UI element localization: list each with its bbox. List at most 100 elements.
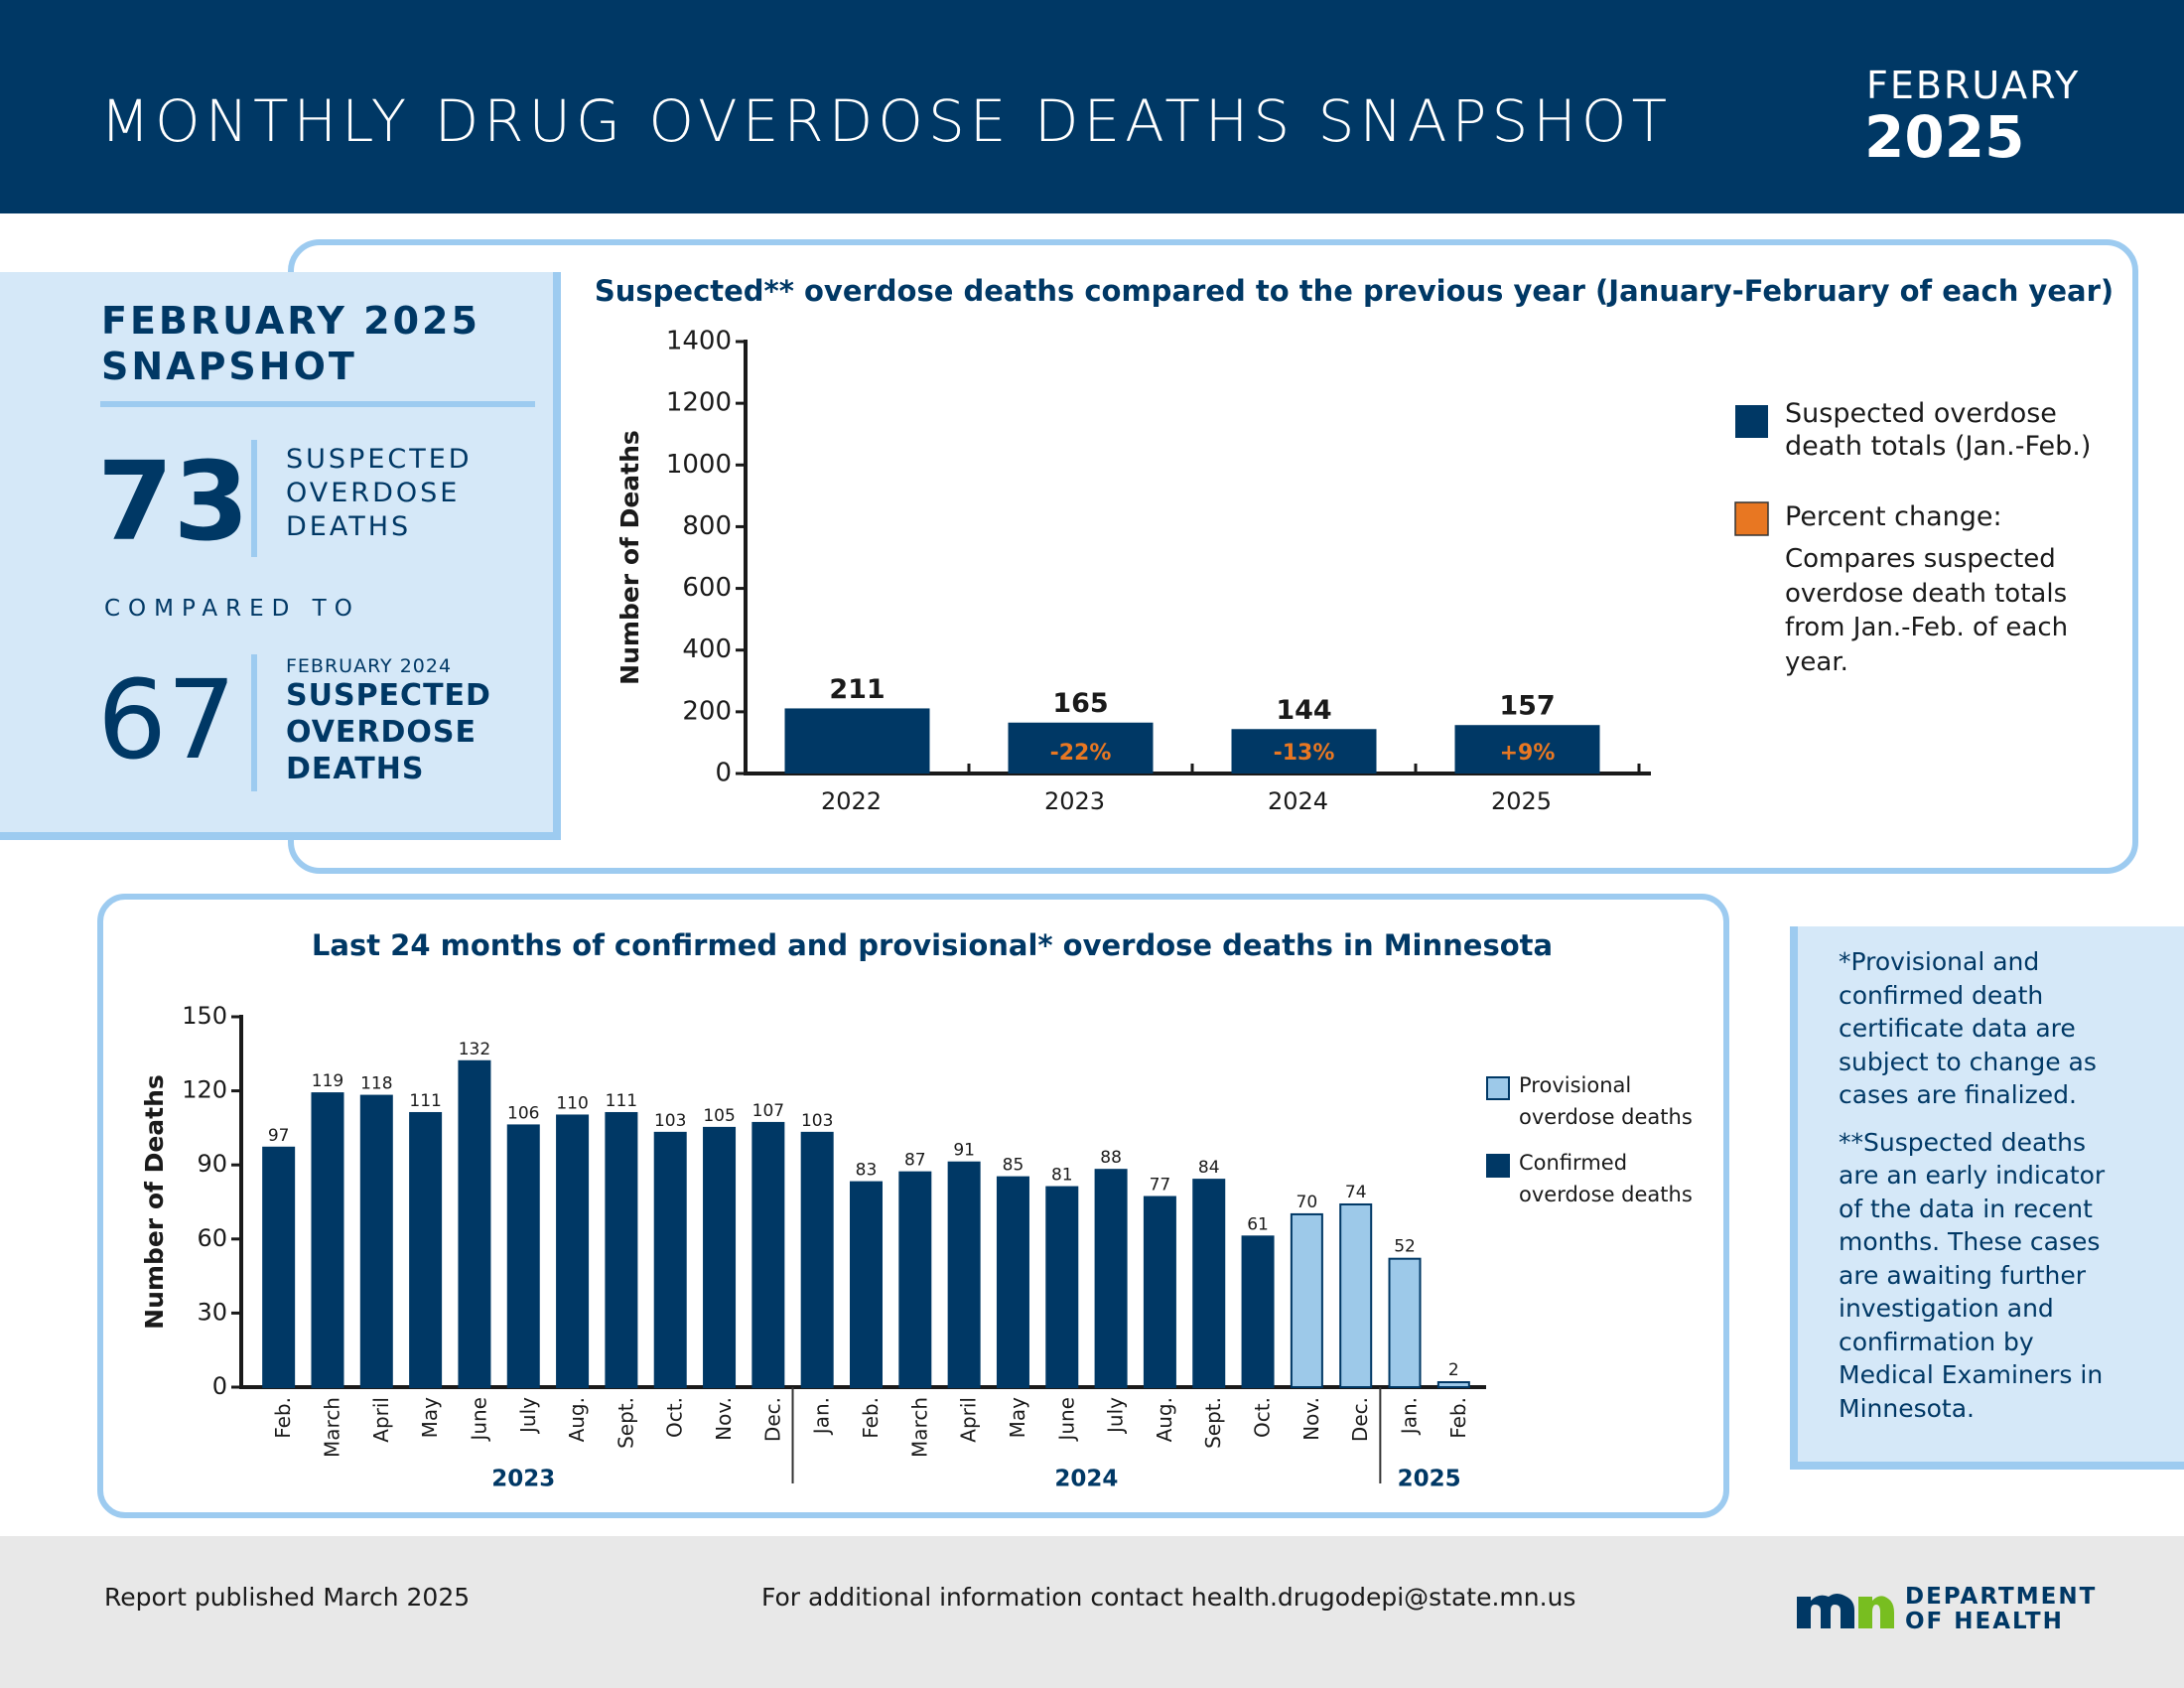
current-value: 73: [97, 438, 250, 565]
value-label: 52: [1394, 1237, 1416, 1257]
y-tick-label: 120: [182, 1076, 227, 1104]
x-tick-label: April: [957, 1397, 981, 1443]
y-tick-label: 1000: [666, 450, 732, 480]
percent-label: -22%: [1050, 741, 1112, 766]
y-tick-label: 1400: [666, 327, 732, 356]
y-tick-label: 150: [182, 1002, 227, 1030]
percent-label: -13%: [1274, 741, 1335, 766]
value-label: 111: [409, 1091, 441, 1111]
x-tick-label: Feb.: [859, 1397, 883, 1439]
value-label: 105: [703, 1106, 735, 1126]
value-label: 144: [1276, 695, 1331, 726]
bar: [898, 1171, 932, 1389]
x-tick-label: Nov.: [1299, 1397, 1323, 1441]
x-tick-label: Jan.: [1398, 1397, 1422, 1436]
chart-title: Suspected** overdose deaths compared to …: [595, 274, 2114, 308]
bar: [1290, 1212, 1323, 1389]
bar: [605, 1111, 638, 1388]
logo-line: OF HEALTH: [1905, 1609, 2064, 1634]
bar: [1241, 1235, 1275, 1389]
legend-label: Suspected overdose death totals (Jan.-Fe…: [1785, 398, 2092, 462]
snapshot-title-line: SNAPSHOT: [101, 345, 357, 388]
bar: [1339, 1202, 1373, 1389]
y-tick-label: 400: [682, 634, 732, 664]
bar: [1231, 729, 1377, 774]
x-tick-label: 2022: [821, 787, 882, 815]
value-label: 2: [1448, 1360, 1459, 1380]
header-year: 2025: [1864, 103, 2025, 171]
legend-swatch: [1735, 405, 1768, 438]
bar: [947, 1161, 981, 1389]
value-label: 91: [953, 1141, 975, 1161]
x-tick-label: March: [907, 1397, 931, 1458]
y-tick-label: 60: [197, 1224, 227, 1252]
value-label: 132: [459, 1040, 490, 1059]
bar: [506, 1124, 540, 1388]
legend-swatch: [1486, 1154, 1510, 1178]
x-tick-label: May: [418, 1397, 442, 1439]
logo-text: DEPARTMENT OF HEALTH: [1905, 1585, 2097, 1634]
notes-box: [1790, 926, 2184, 1470]
value-label: 88: [1100, 1148, 1122, 1168]
value-label: 110: [556, 1093, 588, 1113]
label-line: SUSPECTED: [286, 678, 491, 713]
y-tick-label: 600: [682, 573, 732, 603]
value-label: 103: [801, 1111, 833, 1131]
value-label: 211: [829, 674, 885, 705]
bar: [653, 1131, 687, 1388]
published: Report published March 2025: [104, 1583, 471, 1612]
value-label: 107: [752, 1101, 784, 1121]
x-tick-label: June: [467, 1397, 490, 1443]
legend-swatch: [1486, 1076, 1510, 1100]
value-label: 83: [856, 1161, 878, 1181]
divider: [251, 654, 257, 791]
bottom-panel: [97, 894, 1729, 1518]
value-label: 111: [606, 1091, 637, 1111]
logo-mark: [1797, 1594, 1894, 1628]
bar: [1045, 1186, 1079, 1388]
value-label: 81: [1051, 1166, 1073, 1186]
legend-description: Compares suspected overdose death totals…: [1785, 544, 2069, 677]
bar: [311, 1092, 344, 1388]
logo-n: [1858, 1596, 1894, 1628]
bar: [1143, 1196, 1176, 1388]
value-label: 97: [268, 1126, 290, 1146]
x-tick-label: April: [369, 1397, 393, 1443]
label-line: SUSPECTED: [286, 444, 473, 475]
note: *Provisional and confirmed death certifi…: [1839, 947, 2097, 1109]
bar: [262, 1146, 296, 1388]
x-tick-label: May: [1006, 1397, 1029, 1439]
x-tick-label: Sept.: [614, 1397, 637, 1449]
contact: For additional information contact healt…: [761, 1583, 1576, 1612]
y-tick-label: 1200: [666, 388, 732, 418]
x-tick-label: Nov.: [712, 1397, 736, 1441]
legend-label: Confirmed overdose deaths: [1519, 1151, 1693, 1206]
x-tick-label: Oct.: [1251, 1397, 1275, 1438]
bar: [1094, 1169, 1128, 1388]
y-tick-label: 30: [197, 1298, 227, 1326]
x-tick-label: 2024: [1268, 787, 1328, 815]
bar: [1436, 1381, 1470, 1388]
x-tick-label: June: [1054, 1397, 1078, 1443]
x-tick-label: Feb.: [271, 1397, 295, 1439]
y-axis-label: Number of Deaths: [615, 430, 644, 685]
bar: [800, 1131, 834, 1388]
bar: [850, 1181, 883, 1389]
value-label: 87: [904, 1151, 926, 1171]
value-label: 103: [654, 1111, 686, 1131]
value-label: 61: [1247, 1214, 1269, 1234]
x-tick-label: July: [1104, 1397, 1128, 1435]
label-line: OVERDOSE: [286, 715, 478, 750]
x-tick-label: Dec.: [760, 1397, 784, 1442]
current-label: SUSPECTED OVERDOSE DEATHS: [286, 443, 473, 544]
x-tick-label: Aug.: [1153, 1397, 1176, 1442]
bar: [751, 1121, 785, 1388]
bar: [1388, 1257, 1422, 1389]
legend-swatch: [1734, 501, 1769, 536]
value-label: 118: [360, 1074, 392, 1094]
bar: [359, 1094, 393, 1389]
legend-label: Percent change:: [1785, 501, 2002, 532]
footer: [0, 1536, 2184, 1688]
x-tick-label: Jan.: [810, 1397, 834, 1436]
